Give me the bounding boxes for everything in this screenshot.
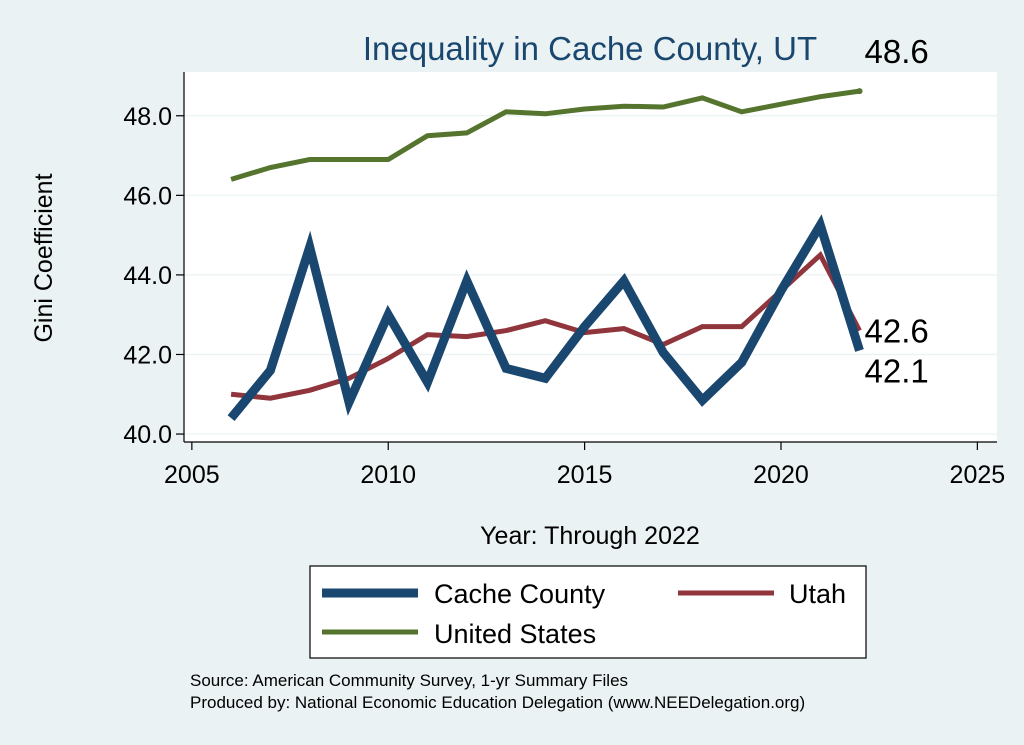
end-label-utah: 42.6 [865,313,929,350]
footer-produced-by: Produced by: National Economic Education… [190,693,805,712]
legend: Cache County Utah United States [309,565,867,659]
plot-area [184,72,997,442]
series-line-united-states [230,88,860,182]
axes: 40.0 42.0 44.0 46.0 48.0 2005 2010 2015 2020 2025 [123,72,1005,489]
end-label-united-states: 48.6 [865,33,929,70]
end-labels: 42.142.6 48.6 [865,33,929,389]
legend-box [309,565,867,659]
y-tick-label: 48.0 [123,103,172,131]
x-tick-label: 2015 [557,461,613,489]
end-label-cache-county: 42.1 [865,352,929,389]
legend-label-cache-county: Cache County [434,579,606,609]
series-line-cache-county [227,214,864,421]
x-tick-label: 2010 [360,461,416,489]
x-tick-label: 2020 [753,461,809,489]
y-tick-label: 44.0 [123,262,172,290]
y-tick-label: 40.0 [123,421,172,449]
us-end-marker [856,88,863,95]
chart-title: Inequality in Cache County, UT [363,30,817,67]
footer-source: Source: American Community Survey, 1-yr … [190,671,628,690]
series-line-utah [230,250,862,401]
y-tick-label: 42.0 [123,341,172,369]
x-axis-label: Year: Through 2022 [480,522,700,550]
legend-label-utah: Utah [789,579,846,609]
legend-label-united-states: United States [434,619,596,649]
y-axis-label: Gini Coefficient [30,173,58,342]
y-tick-label: 46.0 [123,182,172,210]
x-tick-label: 2005 [164,461,220,489]
x-tick-label: 2025 [950,461,1006,489]
series-layer [227,88,864,421]
